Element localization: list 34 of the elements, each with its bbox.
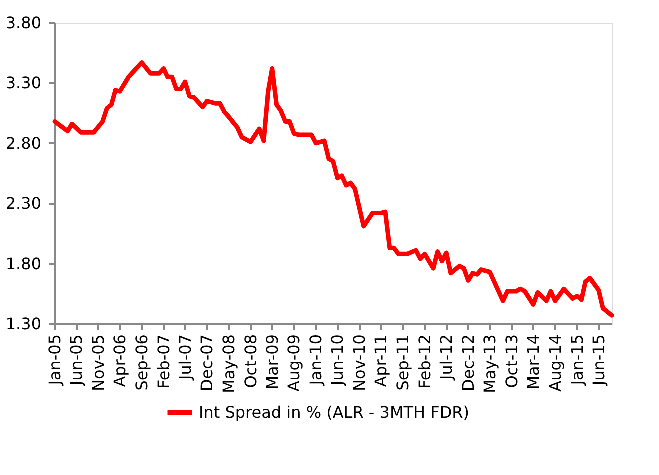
y-tick-label: 2.30 <box>6 194 42 214</box>
x-tick-label: Apr-06 <box>110 334 130 388</box>
x-tick-label: Oct-08 <box>241 334 260 388</box>
x-tick-label: Mar-09 <box>262 334 282 390</box>
x-tick-label: Dec-12 <box>458 334 478 392</box>
x-tick-label: Apr-11 <box>372 334 391 388</box>
x-tick-label: Oct-13 <box>502 334 522 388</box>
x-tick-label: Jan-15 <box>568 334 587 386</box>
x-tick-label: Nov-10 <box>350 334 370 392</box>
x-tick-label: May-08 <box>219 334 238 394</box>
x-tick-label: Jun-10 <box>328 334 348 387</box>
x-tick-label: Jan-05 <box>46 334 64 386</box>
y-tick-label: 1.80 <box>6 254 42 274</box>
x-tick-label: Mar-14 <box>524 334 543 390</box>
legend-label: Int Spread in % (ALR - 3MTH FDR) <box>199 403 470 422</box>
x-tick-label: Dec-07 <box>198 334 217 392</box>
x-tick-label: Feb-12 <box>415 334 434 389</box>
x-tick-label: May-13 <box>480 334 500 394</box>
y-tick-label: 2.80 <box>6 134 42 153</box>
x-tick-label: Feb-07 <box>154 334 174 389</box>
x-tick-label: Jul-07 <box>176 334 195 381</box>
x-tick-label: Jan-10 <box>306 334 326 386</box>
y-tick-label: 1.30 <box>6 314 42 334</box>
x-tick-label: Jul-12 <box>437 334 456 381</box>
x-tick-label: Sep-06 <box>132 334 152 391</box>
x-tick-label: Jun-15 <box>589 334 608 387</box>
y-tick-label: 3.80 <box>6 14 42 32</box>
y-tick-label: 3.30 <box>6 74 42 93</box>
x-tick-label: Jun-05 <box>67 334 86 387</box>
x-tick-label: Aug-14 <box>546 334 565 392</box>
line-series <box>52 60 614 318</box>
x-tick-label: Aug-09 <box>284 334 304 392</box>
x-tick-label: Nov-05 <box>88 334 108 392</box>
x-tick-label: Sep-11 <box>394 334 413 391</box>
